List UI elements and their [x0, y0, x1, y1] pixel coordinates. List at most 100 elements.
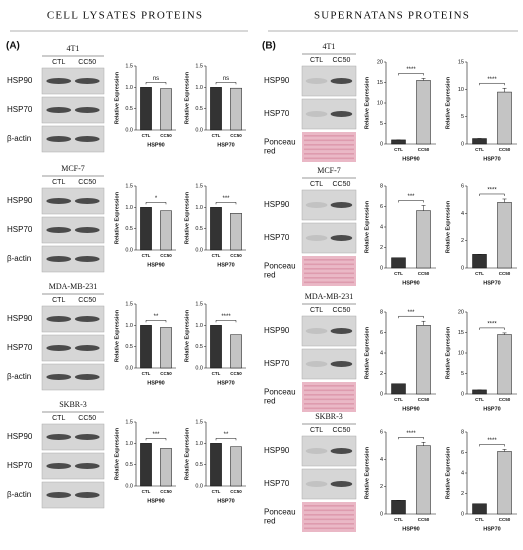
row-label: Ponceau: [264, 262, 296, 271]
bar: [472, 254, 487, 269]
y-tick-label: 0: [380, 265, 383, 271]
x-tick-label: CC50: [230, 489, 242, 494]
x-tick-label: CC50: [418, 397, 430, 402]
y-tick-label: 1.5: [125, 419, 133, 425]
x-tick-label: CC50: [160, 133, 172, 138]
row-label: HSP90: [7, 76, 33, 85]
x-axis-label: HSP90: [402, 526, 419, 532]
x-tick-label: CTL: [212, 253, 221, 258]
bar: [472, 389, 487, 395]
error-bar: [421, 320, 426, 326]
ponceau-stain: [302, 256, 356, 286]
significance: ***: [407, 194, 415, 200]
bar: [140, 207, 152, 251]
row-label: red: [264, 271, 276, 280]
cell-line: 4T1: [323, 42, 336, 51]
blot-band: [46, 374, 72, 380]
y-axis-label: Relative Expression: [184, 71, 190, 124]
x-tick-label: CC50: [499, 147, 511, 152]
y-tick-label: 0.0: [125, 365, 133, 371]
x-tick-label: CTL: [142, 133, 151, 138]
y-tick-label: 10: [458, 350, 464, 356]
blot-band: [46, 78, 72, 84]
stain-band: [304, 505, 354, 507]
y-tick-label: 0.0: [125, 127, 133, 133]
blot-band: [74, 198, 100, 204]
significance-bracket: [145, 82, 167, 85]
blot-band: [74, 345, 100, 351]
x-tick-label: CC50: [418, 517, 430, 522]
blot-band: [305, 328, 328, 334]
y-tick-label: 0: [461, 141, 464, 147]
stain-band: [304, 527, 354, 530]
row-label: HSP70: [264, 233, 290, 242]
y-axis-label: Relative Expression: [445, 76, 451, 129]
y-tick-label: 4: [380, 224, 383, 230]
blot-band: [46, 316, 72, 322]
panel-label: (B): [262, 41, 276, 52]
row-label: HSP90: [264, 200, 290, 209]
y-axis-label: Relative Expression: [114, 71, 120, 124]
y-tick-label: 0: [461, 511, 464, 517]
y-tick-label: 0.5: [125, 226, 133, 232]
y-axis-label: Relative Expression: [364, 76, 370, 129]
row-label: HSP90: [264, 76, 290, 85]
y-axis-label: Relative Expression: [364, 200, 370, 253]
x-axis-label: HSP90: [147, 142, 164, 148]
y-tick-label: 0: [380, 141, 383, 147]
blot-band: [330, 481, 353, 487]
y-axis-label: Relative Expression: [114, 309, 120, 362]
x-axis-label: HSP70: [483, 280, 500, 286]
y-tick-label: 5: [461, 114, 464, 120]
y-tick-label: 6: [461, 450, 464, 456]
blot-band: [74, 136, 100, 142]
y-tick-label: 0.0: [195, 483, 203, 489]
blot-band: [74, 463, 100, 469]
y-tick-label: 15: [377, 80, 383, 86]
x-axis-label: HSP70: [217, 262, 234, 268]
y-tick-label: 4: [461, 211, 464, 217]
significance: ****: [487, 438, 497, 444]
error-bar: [421, 78, 426, 81]
y-tick-label: 2: [461, 238, 464, 244]
stain-band: [304, 403, 354, 405]
lane-label: CC50: [78, 59, 96, 66]
y-tick-label: 1.5: [195, 419, 203, 425]
x-tick-label: CTL: [475, 147, 484, 152]
y-axis-label: Relative Expression: [184, 191, 190, 244]
bar: [160, 327, 172, 369]
cell-line: 4T1: [67, 44, 80, 53]
stain-band: [304, 263, 354, 266]
stain-band: [304, 398, 354, 401]
stain-band: [304, 144, 354, 146]
blot-band: [46, 136, 72, 142]
bar: [210, 87, 222, 131]
significance-bracket: [215, 320, 237, 323]
y-tick-label: 2: [380, 245, 383, 251]
significance-bracket: [398, 73, 424, 76]
x-tick-label: CC50: [230, 133, 242, 138]
blot-band: [46, 492, 72, 498]
row-label: Ponceau: [264, 508, 296, 517]
error-bar: [421, 442, 426, 446]
blot-band: [74, 78, 100, 84]
lane-label: CTL: [52, 59, 65, 66]
blot-band: [330, 328, 353, 334]
y-tick-label: 8: [461, 429, 464, 435]
y-tick-label: 4: [380, 457, 383, 463]
y-tick-label: 8: [380, 309, 383, 315]
bar: [497, 334, 512, 395]
blot-band: [74, 492, 100, 498]
x-tick-label: CTL: [212, 489, 221, 494]
lane-label: CC50: [332, 307, 350, 314]
x-axis-label: HSP90: [402, 280, 419, 286]
blot-band: [46, 256, 72, 262]
lane-label: CTL: [310, 57, 323, 64]
x-tick-label: CTL: [142, 253, 151, 258]
y-tick-label: 0.5: [195, 344, 203, 350]
x-tick-label: CC50: [230, 371, 242, 376]
error-bar: [502, 87, 507, 93]
stain-band: [304, 514, 354, 516]
x-axis-label: HSP90: [147, 498, 164, 504]
significance-bracket: [215, 438, 237, 441]
